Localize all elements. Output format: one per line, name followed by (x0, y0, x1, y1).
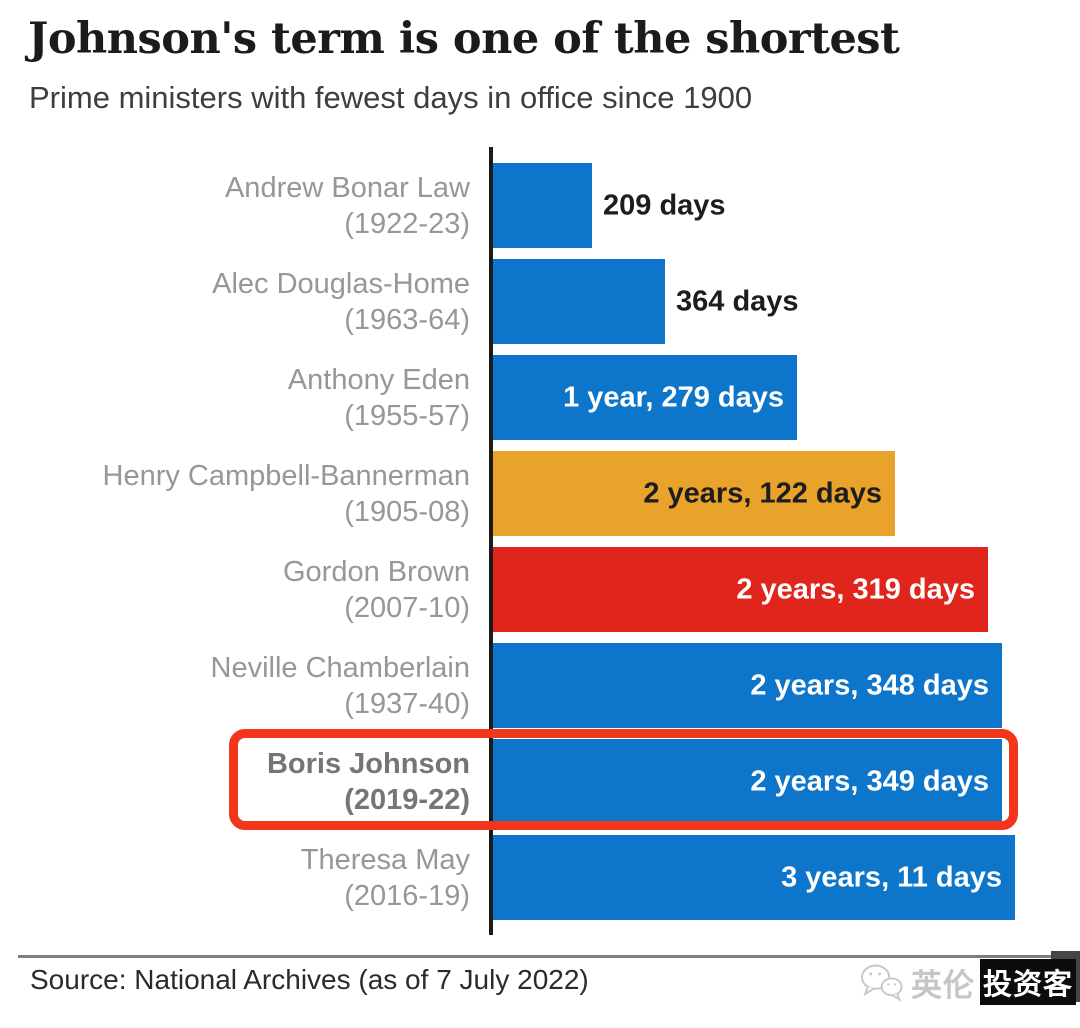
chart-row: Henry Campbell-Bannerman (1905-08) 2 yea… (0, 451, 1080, 536)
duration-value-label: 1 year, 279 days (563, 381, 784, 413)
duration-value-label: 2 years, 349 days (750, 765, 989, 797)
pm-name: Alec Douglas-Home (212, 267, 470, 300)
duration-value-label: 2 years, 319 days (736, 573, 975, 605)
pm-years: (2007-10) (344, 591, 470, 624)
pm-name-label: Alec Douglas-Home (1963-64) (0, 259, 470, 344)
pm-name-label: Henry Campbell-Bannerman (1905-08) (0, 451, 471, 536)
pm-name-label: Theresa May (2016-19) (0, 835, 470, 920)
pm-name: Theresa May (300, 843, 470, 876)
duration-value-label: 209 days (603, 189, 726, 221)
duration-value-label: 2 years, 348 days (750, 669, 989, 701)
duration-bar: 3 years, 11 days (493, 835, 1015, 920)
chart-row: Anthony Eden (1955-57) 1 year, 279 days (0, 355, 1080, 440)
chart-row: Andrew Bonar Law (1922-23) 209 days (0, 163, 1080, 248)
pm-years: (1937-40) (344, 687, 470, 720)
pm-name: Anthony Eden (287, 363, 470, 396)
watermark: 英伦 投资客 (858, 959, 1077, 1005)
chart-title: Johnson's term is one of the shortest (28, 14, 900, 64)
pm-name-label: Boris Johnson (2019-22) (0, 739, 470, 824)
duration-bar: 2 years, 319 days (493, 547, 988, 632)
pm-name: Neville Chamberlain (210, 651, 471, 684)
duration-value-label: 3 years, 11 days (781, 861, 1002, 893)
duration-bar: 209 days (493, 163, 726, 248)
pm-years: (2019-22) (344, 783, 470, 816)
chart-row: Alec Douglas-Home (1963-64) 364 days (0, 259, 1080, 344)
pm-name: Henry Campbell-Bannerman (102, 459, 471, 492)
pm-name-label: Gordon Brown (2007-10) (0, 547, 470, 632)
pm-name: Boris Johnson (266, 747, 470, 780)
source-credit: Source: National Archives (as of 7 July … (30, 964, 589, 995)
pm-name: Andrew Bonar Law (224, 171, 470, 204)
pm-years: (1905-08) (344, 495, 470, 528)
duration-bar: 2 years, 349 days (493, 739, 1002, 824)
chart-row: Theresa May (2016-19) 3 years, 11 days (0, 835, 1080, 920)
duration-bar: 364 days (493, 259, 799, 344)
watermark-text-light: 英伦 (911, 967, 975, 1003)
duration-value-label: 2 years, 122 days (643, 477, 882, 509)
chart-row: Neville Chamberlain (1937-40) 2 years, 3… (0, 643, 1080, 728)
duration-bar: 2 years, 348 days (493, 643, 1002, 728)
duration-bar: 1 year, 279 days (493, 355, 797, 440)
pm-years: (1922-23) (344, 207, 470, 240)
chart-row: Gordon Brown (2007-10) 2 years, 319 days (0, 547, 1080, 632)
footer-divider (18, 955, 1080, 958)
duration-value-label: 364 days (676, 285, 799, 317)
chart-row-boris-johnson: Boris Johnson (2019-22) 2 years, 349 day… (0, 739, 1080, 824)
y-axis-line (489, 147, 493, 935)
pm-name-label: Neville Chamberlain (1937-40) (0, 643, 471, 728)
pm-years: (2016-19) (344, 879, 470, 912)
duration-bar: 2 years, 122 days (493, 451, 895, 536)
pm-name: Gordon Brown (283, 555, 470, 588)
pm-name-label: Anthony Eden (1955-57) (0, 355, 470, 440)
pm-years: (1963-64) (344, 303, 470, 336)
chart-subtitle: Prime ministers with fewest days in offi… (29, 80, 753, 115)
wechat-icon (858, 962, 906, 1002)
pm-name-label: Andrew Bonar Law (1922-23) (0, 163, 470, 248)
pm-years: (1955-57) (344, 399, 470, 432)
watermark-text-boxed: 投资客 (980, 959, 1077, 1005)
